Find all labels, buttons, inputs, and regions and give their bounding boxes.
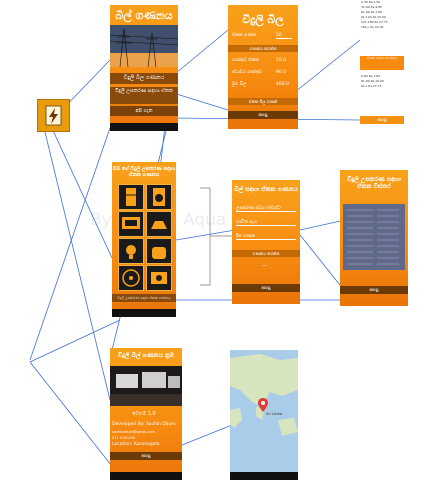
iron-icon[interactable]: [146, 211, 172, 237]
bill-row-value-1: 90.0: [276, 70, 287, 75]
rates-line-1: 31-60 Rs.4.85: [361, 5, 382, 9]
unit-count-input[interactable]: 56: [276, 33, 292, 39]
calc-field-0[interactable]: උපකරණ ජවය (වොට්): [236, 206, 296, 212]
iron-icon-glyph: [151, 221, 167, 229]
rates-line-5: 181+ Rs.32.00: [361, 25, 384, 29]
rates-note: ඒකක සඳහා ගාස්තුව: [360, 56, 404, 70]
app-icon[interactable]: [37, 99, 70, 132]
details-screen: විදුලි උපකරණ සඳහා ඒකක විස්තර ආපසු: [340, 170, 408, 306]
about-email: sachindilum@gmail.com: [112, 430, 155, 434]
rates-line2-2: 91+ Rs.27.75: [361, 84, 382, 88]
appliance-grid: [116, 184, 172, 291]
grid-title: ඔබ ගේ විදුලි උපකරණ සඳහා ඒකක ගණනය: [112, 166, 176, 178]
unit-calc-title: බිල් සඳහා ඒකක ගණනය: [234, 186, 298, 193]
washer-icon-glyph: [153, 188, 165, 206]
ac-icon-glyph: [151, 272, 167, 284]
connector-grid-back: [29, 319, 121, 363]
bill-back-button[interactable]: ආපසු: [228, 111, 298, 119]
appliance-units-button[interactable]: විදුලි උපකරණ සඳහා ඒකක: [110, 87, 178, 104]
cooker-icon-glyph: [152, 247, 166, 259]
map-screen: Sri Lanka: [230, 350, 298, 480]
connector-calc-details: [299, 219, 346, 231]
rates-line2-0: 0-60 Rs.7.85: [361, 74, 381, 78]
main-title: බිල් ගණනය: [115, 9, 173, 22]
about-location[interactable]: Location: Kurunegala: [112, 442, 160, 447]
bill-row-label-2: මුළු බිල: [232, 82, 247, 87]
unit-calc-button[interactable]: ගණනය කරන්න: [232, 250, 300, 257]
map-place-label: Sri Lanka: [266, 412, 283, 416]
about-screen: විදුලි බිල් ගණනය ක්‍රම වෙළුම 1.0 Develop…: [110, 348, 182, 480]
details-table-lines: [347, 209, 399, 265]
unit-rates-button[interactable]: ඒකක මිල ගණන්: [228, 98, 298, 105]
bill-row-label-1: ස්ථාවර ගාස්තුව: [232, 70, 262, 75]
power-lines-image: [110, 25, 178, 67]
about-phone: 071 0760230: [112, 436, 136, 440]
rates-line-2: 61-90 Rs.7.85: [361, 10, 382, 14]
bill-calc-button-2[interactable]: ගණනය කරන්න: [228, 45, 298, 52]
calc-field-2[interactable]: දින ගණන: [236, 234, 296, 240]
about-back-button[interactable]: ආපසු: [110, 452, 182, 460]
appliance-grid-screen: ඔබ ගේ විදුලි උපකරණ සඳහා ඒකක ගණනය විදුලි …: [112, 162, 176, 317]
unit-calc-result: ---: [262, 264, 267, 269]
rates-line-0: 0-30 Rs.2.50: [361, 0, 381, 4]
bill-title: විදුලි බිල: [242, 13, 284, 26]
connector-main-bill: [169, 29, 229, 79]
connector-back-loop: [29, 127, 111, 361]
about-title: විදුලි බිල් ගණනය ක්‍රම: [117, 352, 175, 359]
rates-line2-1: 61-90 Rs.10.00: [361, 79, 384, 83]
fridge-icon[interactable]: [118, 184, 144, 210]
about-developer: Developed By: Sachin Dilum: [112, 422, 176, 427]
bill-row-value-2: 460.0: [276, 82, 289, 87]
fan-icon[interactable]: [118, 265, 144, 291]
about-version: වෙළුම 1.0: [132, 411, 156, 417]
world-map: [230, 350, 298, 480]
rates-panel-1: 0-30 Rs.2.50 31-60 Rs.4.85 61-90 Rs.7.85…: [361, 0, 403, 54]
bill-row-label-0: ගාස්තුව ඒකක: [232, 58, 259, 63]
grid-nav-bar: [112, 309, 176, 317]
bracket-left: [200, 187, 211, 286]
connector-icon-about: [43, 127, 111, 401]
details-title: විදුලි උපකරණ සඳහා ඒකක විස්තර: [347, 176, 401, 190]
rates-screen: 0-30 Rs.2.50 31-60 Rs.4.85 61-90 Rs.7.85…: [360, 0, 404, 130]
fridge-icon-glyph: [126, 188, 136, 206]
details-table-image: [343, 204, 405, 270]
nav-bar: [110, 123, 178, 131]
unit-count-label: ඒකක ගණන: [232, 33, 257, 38]
cooker-icon[interactable]: [146, 238, 172, 264]
lightning-bill-icon: [45, 105, 62, 126]
bulb-icon-glyph: [126, 245, 136, 259]
washer-icon[interactable]: [146, 184, 172, 210]
tv-icon[interactable]: [118, 211, 144, 237]
location-pin-icon[interactable]: [258, 398, 268, 412]
rates-panel-2: 0-60 Rs.7.85 61-90 Rs.10.00 91+ Rs.27.75: [361, 74, 403, 89]
bulb-icon[interactable]: [118, 238, 144, 264]
calc-field-1[interactable]: භාවිත පැය: [236, 220, 296, 226]
developer-workspace-image: [110, 366, 182, 406]
connector-grid-calc: [175, 229, 236, 241]
unit-calc-back-button[interactable]: ආපසු: [232, 284, 300, 292]
connector-icon-grid: [49, 123, 113, 259]
bill-screen: විදුලි බිල ඒකක ගණන 56 ගණනය කරන්න ගාස්තුව…: [228, 5, 298, 129]
ac-icon[interactable]: [146, 265, 172, 291]
connector-about-map: [181, 424, 233, 446]
rates-line-3: 91-120 Rs.10.00: [361, 15, 386, 19]
unit-calc-screen: බිල් සඳහා ඒකක ගණනය උපකරණ ජවය (වොට්) භාවි…: [232, 180, 300, 304]
about-nav-bar: [110, 472, 182, 480]
details-back-button[interactable]: ආපසු: [340, 286, 408, 294]
bill-row-value-0: 10.0: [276, 58, 287, 63]
bill-calc-button[interactable]: විදුලි බිල ගණනය: [110, 73, 178, 84]
rates-line-4: 121-180 Rs.27.75: [361, 20, 388, 24]
connector-main-details: [169, 91, 229, 111]
main-screen: බිල් ගණනය විදුලි බිල ගණනය විදුලි උපකරණ ස…: [110, 5, 178, 131]
about-button[interactable]: අපි ගැන: [110, 106, 178, 116]
rates-back-button[interactable]: ආපසු: [360, 116, 404, 124]
tv-icon-glyph: [122, 217, 140, 229]
grid-footer-button[interactable]: විදුලි උපකරණ සඳහා ඒකක ගණනය: [112, 294, 176, 302]
fan-icon-glyph: [122, 269, 140, 287]
connector-about-back: [29, 361, 116, 471]
